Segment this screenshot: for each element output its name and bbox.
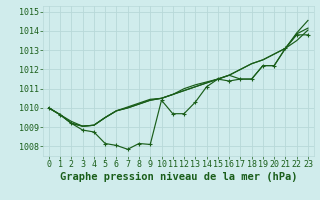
X-axis label: Graphe pression niveau de la mer (hPa): Graphe pression niveau de la mer (hPa)	[60, 172, 297, 182]
